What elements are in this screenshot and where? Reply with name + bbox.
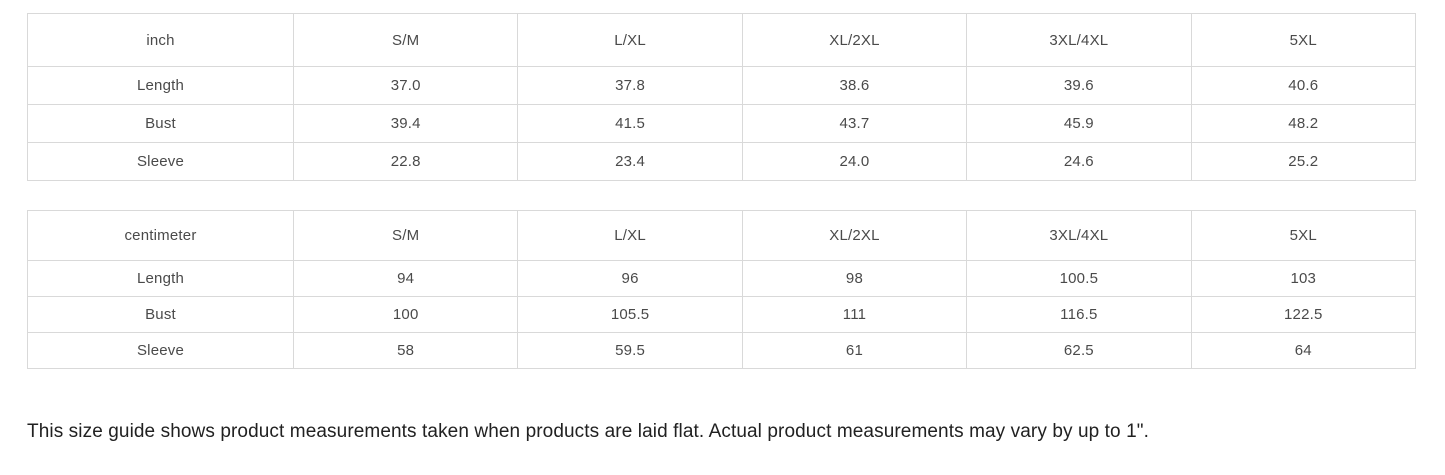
- data-cell: 96: [517, 260, 743, 297]
- data-cell: 100.5: [966, 260, 1192, 297]
- data-cell: 58: [292, 332, 519, 369]
- data-cell: 24.6: [966, 142, 1192, 181]
- size-header-cell: 3XL/4XL: [966, 13, 1192, 67]
- data-cell: 37.0: [292, 66, 519, 105]
- data-cell: 39.6: [966, 66, 1192, 105]
- data-cell: 62.5: [966, 332, 1192, 369]
- row-label-cell: Sleeve: [27, 332, 294, 369]
- unit-header-cell: inch: [27, 13, 294, 67]
- size-guide-page: inch S/M L/XL XL/2XL 3XL/4XL 5XL Length …: [27, 13, 1417, 442]
- size-table-centimeter-header: centimeter S/M L/XL XL/2XL 3XL/4XL 5XL: [27, 210, 1417, 261]
- size-table-centimeter-body: Length 94 96 98 100.5 103 Bust 100 105.5…: [27, 260, 1417, 369]
- row-label-cell: Length: [27, 260, 294, 297]
- row-label-cell: Bust: [27, 104, 294, 143]
- data-cell: 98: [741, 260, 968, 297]
- data-cell: 37.8: [517, 66, 743, 105]
- size-header-cell: S/M: [292, 13, 519, 67]
- table-row: Sleeve 22.8 23.4 24.0 24.6 25.2: [27, 142, 1417, 181]
- data-cell: 64: [1190, 332, 1417, 369]
- data-cell: 94: [292, 260, 519, 297]
- data-cell: 48.2: [1190, 104, 1417, 143]
- table-row: Bust 39.4 41.5 43.7 45.9 48.2: [27, 104, 1417, 143]
- data-cell: 38.6: [741, 66, 968, 105]
- table-header-row: inch S/M L/XL XL/2XL 3XL/4XL 5XL: [27, 13, 1417, 67]
- data-cell: 25.2: [1190, 142, 1417, 181]
- table-row: Bust 100 105.5 111 116.5 122.5: [27, 296, 1417, 333]
- row-label-cell: Sleeve: [27, 142, 294, 181]
- table-header-row: centimeter S/M L/XL XL/2XL 3XL/4XL 5XL: [27, 210, 1417, 261]
- table-row: Length 37.0 37.8 38.6 39.6 40.6: [27, 66, 1417, 105]
- size-table-inch-body: Length 37.0 37.8 38.6 39.6 40.6 Bust 39.…: [27, 66, 1417, 181]
- data-cell: 116.5: [966, 296, 1192, 333]
- size-header-cell: L/XL: [517, 210, 743, 261]
- data-cell: 24.0: [741, 142, 968, 181]
- size-header-cell: S/M: [292, 210, 519, 261]
- size-table-inch-header: inch S/M L/XL XL/2XL 3XL/4XL 5XL: [27, 13, 1417, 67]
- unit-header-cell: centimeter: [27, 210, 294, 261]
- size-header-cell: 5XL: [1190, 210, 1417, 261]
- size-header-cell: L/XL: [517, 13, 743, 67]
- data-cell: 103: [1190, 260, 1417, 297]
- table-row: Sleeve 58 59.5 61 62.5 64: [27, 332, 1417, 369]
- size-guide-note: This size guide shows product measuremen…: [27, 421, 1149, 442]
- data-cell: 122.5: [1190, 296, 1417, 333]
- data-cell: 23.4: [517, 142, 743, 181]
- data-cell: 59.5: [517, 332, 743, 369]
- size-header-cell: XL/2XL: [741, 13, 968, 67]
- row-label-cell: Bust: [27, 296, 294, 333]
- size-table-centimeter: centimeter S/M L/XL XL/2XL 3XL/4XL 5XL L…: [27, 210, 1417, 369]
- data-cell: 105.5: [517, 296, 743, 333]
- data-cell: 22.8: [292, 142, 519, 181]
- data-cell: 111: [741, 296, 968, 333]
- row-label-cell: Length: [27, 66, 294, 105]
- size-header-cell: 5XL: [1190, 13, 1417, 67]
- data-cell: 41.5: [517, 104, 743, 143]
- data-cell: 39.4: [292, 104, 519, 143]
- data-cell: 61: [741, 332, 968, 369]
- data-cell: 40.6: [1190, 66, 1417, 105]
- table-row: Length 94 96 98 100.5 103: [27, 260, 1417, 297]
- data-cell: 100: [292, 296, 519, 333]
- data-cell: 43.7: [741, 104, 968, 143]
- size-header-cell: XL/2XL: [741, 210, 968, 261]
- size-table-inch: inch S/M L/XL XL/2XL 3XL/4XL 5XL Length …: [27, 13, 1417, 181]
- size-header-cell: 3XL/4XL: [966, 210, 1192, 261]
- data-cell: 45.9: [966, 104, 1192, 143]
